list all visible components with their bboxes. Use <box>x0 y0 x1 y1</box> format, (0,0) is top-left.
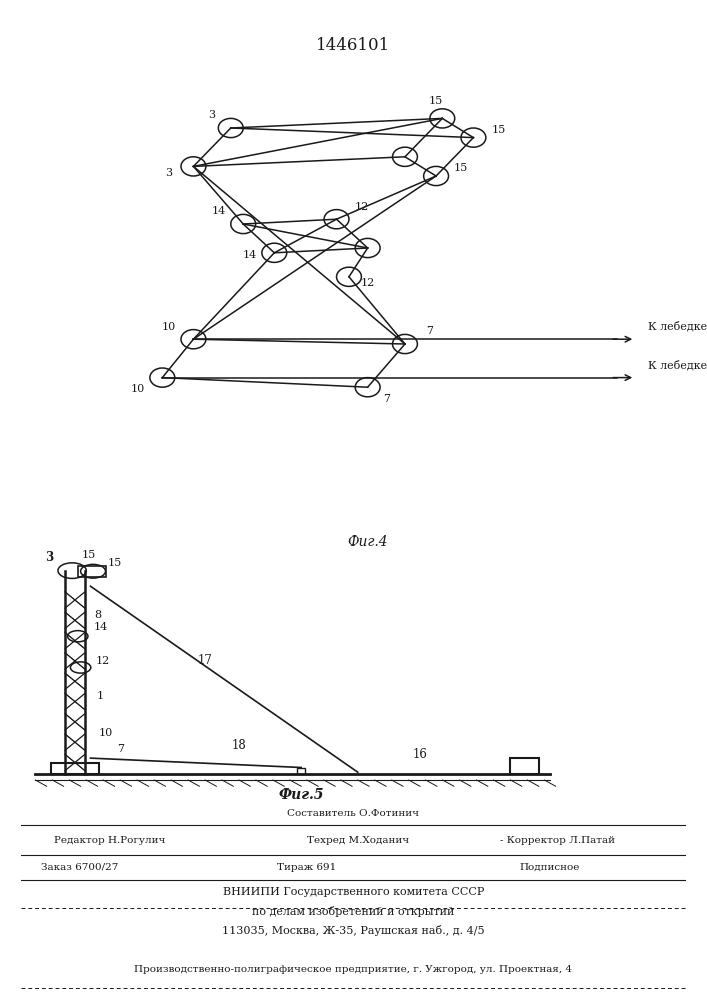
Text: - Корректор Л.Патай: - Корректор Л.Патай <box>500 836 614 845</box>
Text: К лебедке: К лебедке <box>648 359 707 370</box>
Text: 1446101: 1446101 <box>316 37 391 54</box>
Text: Подписное: Подписное <box>520 863 580 872</box>
Text: 10: 10 <box>99 728 113 738</box>
Bar <box>78 566 106 577</box>
Text: 1: 1 <box>97 691 104 701</box>
Text: Составитель О.Фотинич: Составитель О.Фотинич <box>288 809 419 818</box>
Text: 12: 12 <box>361 278 375 288</box>
Text: 3: 3 <box>45 551 54 564</box>
Text: Фиг.4: Фиг.4 <box>347 535 388 549</box>
Text: 3: 3 <box>209 110 216 120</box>
Text: 14: 14 <box>243 250 257 260</box>
Text: 15: 15 <box>454 163 468 173</box>
Bar <box>510 758 539 774</box>
Text: 12: 12 <box>96 656 110 666</box>
Text: 12: 12 <box>354 202 368 212</box>
Text: по делам изобретений и открытий: по делам изобретений и открытий <box>252 906 455 917</box>
Text: 14: 14 <box>93 622 107 632</box>
Text: 3: 3 <box>165 168 172 178</box>
Text: Тираж 691: Тираж 691 <box>277 863 337 872</box>
Text: Редактор Н.Рогулич: Редактор Н.Рогулич <box>54 836 166 845</box>
Text: 15: 15 <box>429 96 443 106</box>
Text: ВНИИПИ Государственного комитета СССР: ВНИИПИ Государственного комитета СССР <box>223 887 484 897</box>
Text: 7: 7 <box>117 744 124 754</box>
Text: 10: 10 <box>130 384 144 394</box>
Text: 10: 10 <box>161 322 175 332</box>
Text: 8: 8 <box>94 609 101 619</box>
Bar <box>297 768 305 774</box>
Text: Техред М.Ходанич: Техред М.Ходанич <box>307 836 409 845</box>
Text: 7: 7 <box>382 394 390 404</box>
Text: К лебедке: К лебедке <box>648 321 707 332</box>
Text: Производственно-полиграфическое предприятие, г. Ужгород, ул. Проектная, 4: Производственно-полиграфическое предприя… <box>134 965 573 974</box>
Text: 15: 15 <box>107 558 122 568</box>
Text: 15: 15 <box>491 125 506 135</box>
Text: 14: 14 <box>211 206 226 216</box>
Text: 113035, Москва, Ж-35, Раушская наб., д. 4/5: 113035, Москва, Ж-35, Раушская наб., д. … <box>222 925 485 936</box>
Text: 17: 17 <box>197 654 213 667</box>
Text: 18: 18 <box>232 739 246 752</box>
Text: Фиг.5: Фиг.5 <box>279 788 324 802</box>
Text: 15: 15 <box>82 550 96 560</box>
Text: 7: 7 <box>426 326 433 336</box>
Text: 16: 16 <box>412 748 428 761</box>
Bar <box>51 763 99 774</box>
Text: Заказ 6700/27: Заказ 6700/27 <box>41 863 119 872</box>
